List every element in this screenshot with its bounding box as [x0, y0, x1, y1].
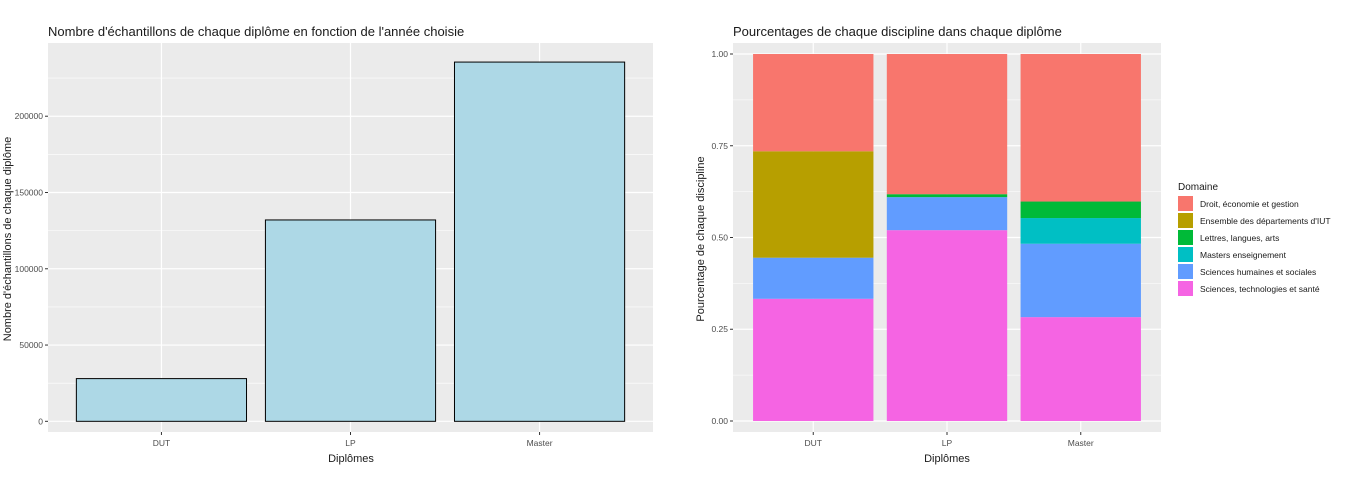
legend-key	[1178, 230, 1193, 245]
legend-label: Droit, économie et gestion	[1200, 199, 1299, 209]
legend-title: Domaine	[1178, 182, 1218, 193]
legend-key	[1178, 196, 1193, 211]
right-y-tick-label: 0.50	[711, 233, 728, 243]
left-chart: Nombre d'échantillons de chaque diplôme …	[2, 24, 653, 465]
right-x-axis: DUT LP Master	[805, 432, 1094, 448]
right-y-tick-label: 1.00	[711, 49, 728, 59]
right-y-tick-label: 0.25	[711, 324, 728, 334]
left-y-tick-label: 50000	[19, 340, 43, 350]
left-y-axis: 0 50000 100000 150000 200000	[15, 111, 48, 426]
legend: Domaine Droit, économie et gestion Ensemb…	[1178, 182, 1331, 296]
stacked-segment-master	[1020, 54, 1141, 202]
legend-label: Ensemble des départements d'IUT	[1200, 216, 1331, 226]
legend-key	[1178, 264, 1193, 279]
left-x-tick-label: LP	[345, 438, 356, 448]
right-x-tick-label: LP	[942, 438, 953, 448]
legend-label: Sciences, technologies et santé	[1200, 284, 1320, 294]
stacked-segment-dut	[753, 298, 874, 421]
right-y-axis: 0.00 0.25 0.50 0.75 1.00	[711, 49, 733, 426]
left-y-tick-label: 0	[38, 416, 43, 426]
left-y-axis-title: Nombre d'échantillons de chaque diplôme	[2, 137, 14, 342]
legend-key	[1178, 281, 1193, 296]
left-y-tick-label: 100000	[15, 264, 44, 274]
stacked-segment-master	[1020, 243, 1141, 318]
bar-master	[453, 61, 626, 422]
stacked-segment-lp	[886, 194, 1008, 198]
stacked-segment-lp	[886, 54, 1008, 195]
stacked-segment-master	[1020, 218, 1141, 244]
right-chart-title: Pourcentages de chaque discipline dans c…	[733, 24, 1062, 39]
right-x-tick-label: DUT	[805, 438, 822, 448]
right-y-tick-label: 0.75	[711, 141, 728, 151]
legend-label: Lettres, langues, arts	[1200, 233, 1279, 243]
stacked-segment-dut	[753, 54, 874, 152]
right-x-tick-label: Master	[1068, 438, 1094, 448]
right-x-axis-title: Diplômes	[924, 453, 970, 465]
stacked-segment-lp	[886, 197, 1008, 231]
right-bars	[753, 54, 1141, 421]
left-x-tick-label: Master	[527, 438, 553, 448]
left-chart-title: Nombre d'échantillons de chaque diplôme …	[48, 24, 464, 39]
left-bars	[75, 61, 626, 422]
legend-key	[1178, 247, 1193, 262]
legend-label: Sciences humaines et sociales	[1200, 267, 1316, 277]
bar-lp	[264, 219, 437, 422]
stacked-segment-master	[1020, 201, 1141, 219]
left-y-tick-label: 150000	[15, 187, 44, 197]
bar-dut	[75, 378, 248, 422]
right-y-axis-title: Pourcentage de chaque discipline	[695, 156, 707, 321]
left-y-tick-label: 200000	[15, 111, 44, 121]
right-chart: Pourcentages de chaque discipline dans c…	[695, 24, 1331, 465]
stacked-segment-master	[1020, 317, 1141, 421]
legend-key	[1178, 213, 1193, 228]
right-y-tick-label: 0.00	[711, 416, 728, 426]
stacked-segment-dut	[753, 257, 874, 299]
stacked-segment-dut	[753, 151, 874, 258]
legend-label: Masters enseignement	[1200, 250, 1287, 260]
left-x-axis: DUT LP Master	[153, 432, 553, 448]
left-x-axis-title: Diplômes	[328, 453, 374, 465]
stacked-segment-lp	[886, 230, 1008, 421]
left-x-tick-label: DUT	[153, 438, 170, 448]
